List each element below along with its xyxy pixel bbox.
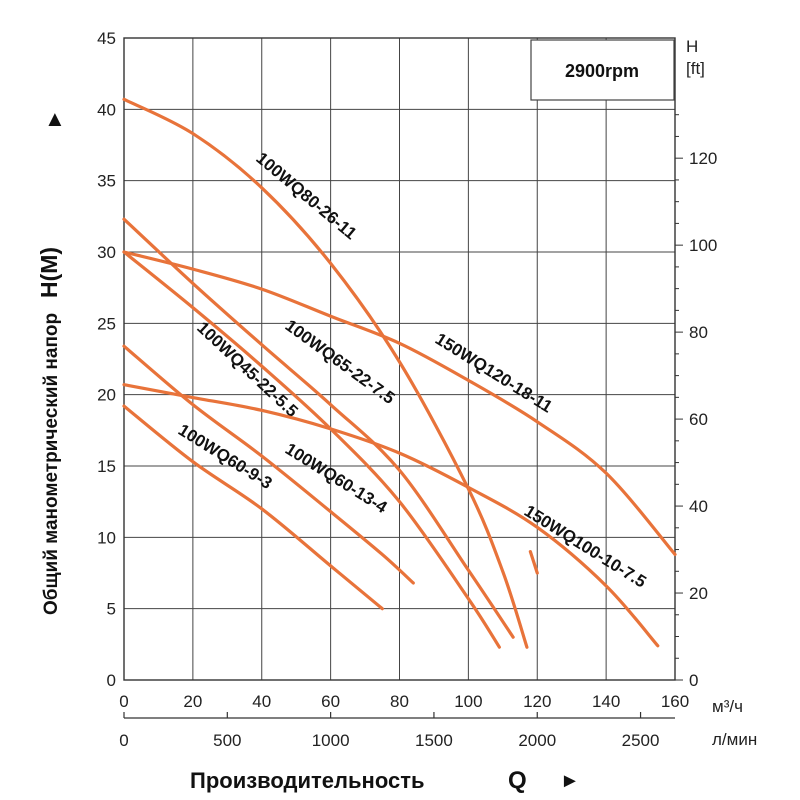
rpm-box bbox=[530, 39, 675, 101]
curve-100WQ65-22-7.5 bbox=[122, 217, 515, 639]
right-axis-label-ft: [ft] bbox=[686, 59, 705, 78]
x-tick-label: 140 bbox=[592, 692, 620, 711]
curve-100WQ45-22-5.5 bbox=[122, 250, 501, 649]
curve-100WQ60-9-3 bbox=[122, 404, 384, 611]
y-tick-label: 25 bbox=[97, 314, 116, 333]
y-tick-label: 0 bbox=[107, 671, 116, 690]
x2-tick-label: 500 bbox=[213, 731, 241, 750]
rpm-label: 2900rpm bbox=[565, 61, 639, 81]
x-unit-primary: м³/ч bbox=[712, 697, 743, 716]
y-tick-label: 35 bbox=[97, 172, 116, 191]
curve-label: 150WQ100-10-7.5 bbox=[521, 501, 650, 591]
y2-tick-label: 20 bbox=[689, 584, 708, 603]
grid bbox=[123, 37, 676, 681]
curve-150WQ100-10-7.5 bbox=[122, 383, 660, 648]
x2-tick-label: 2000 bbox=[518, 731, 556, 750]
x-tick-label: 20 bbox=[183, 692, 202, 711]
curve-extra-branch bbox=[528, 550, 539, 575]
y2-tick-label: 100 bbox=[689, 236, 717, 255]
x-tick-label: 0 bbox=[119, 692, 128, 711]
y2-tick-label: 0 bbox=[689, 671, 698, 690]
curve-100WQ80-26-11 bbox=[122, 97, 529, 649]
x2-tick-label: 0 bbox=[119, 731, 128, 750]
y-axis-title: Общий манометрический напор H(M) ▲ bbox=[36, 106, 66, 615]
y2-tick-label: 80 bbox=[689, 323, 708, 342]
y-tick-label: 10 bbox=[97, 528, 116, 547]
right-axis-label-h: H bbox=[686, 37, 698, 56]
x-tick-label: 160 bbox=[661, 692, 689, 711]
x-tick-label: 80 bbox=[390, 692, 409, 711]
y-tick-label: 20 bbox=[97, 386, 116, 405]
x-axis-title-symbol: Q bbox=[508, 767, 527, 794]
x-tick-label: 40 bbox=[252, 692, 271, 711]
x-axis-title-text: Производительность bbox=[190, 768, 425, 793]
y-axis-arrow-icon: ▲ bbox=[44, 106, 66, 131]
y-tick-label: 45 bbox=[97, 29, 116, 48]
x2-tick-label: 1000 bbox=[312, 731, 350, 750]
y-tick-label: 15 bbox=[97, 457, 116, 476]
y2-tick-label: 60 bbox=[689, 410, 708, 429]
plot-frame bbox=[123, 37, 676, 681]
x2-tick-label: 2500 bbox=[622, 731, 660, 750]
x-tick-label: 120 bbox=[523, 692, 551, 711]
y-axis-title-text: Общий манометрический напор bbox=[41, 313, 62, 615]
y2-tick-label: 40 bbox=[689, 497, 708, 516]
y2-tick-label: 120 bbox=[689, 149, 717, 168]
y-tick-label: 5 bbox=[107, 600, 116, 619]
x-unit-secondary: л/мин bbox=[712, 730, 757, 749]
x-tick-label: 60 bbox=[321, 692, 340, 711]
x2-tick-label: 1500 bbox=[415, 731, 453, 750]
y-axis-title-symbol: H(M) bbox=[36, 247, 62, 298]
curve-150WQ120-18-11 bbox=[122, 250, 677, 557]
curve-100WQ60-13-4 bbox=[122, 344, 415, 585]
x-axis-arrow-icon: ► bbox=[560, 770, 580, 792]
y-tick-label: 30 bbox=[97, 243, 116, 262]
y-tick-label: 40 bbox=[97, 100, 116, 119]
curve-label: 100WQ60-13-4 bbox=[282, 439, 391, 517]
x-tick-label: 100 bbox=[454, 692, 482, 711]
